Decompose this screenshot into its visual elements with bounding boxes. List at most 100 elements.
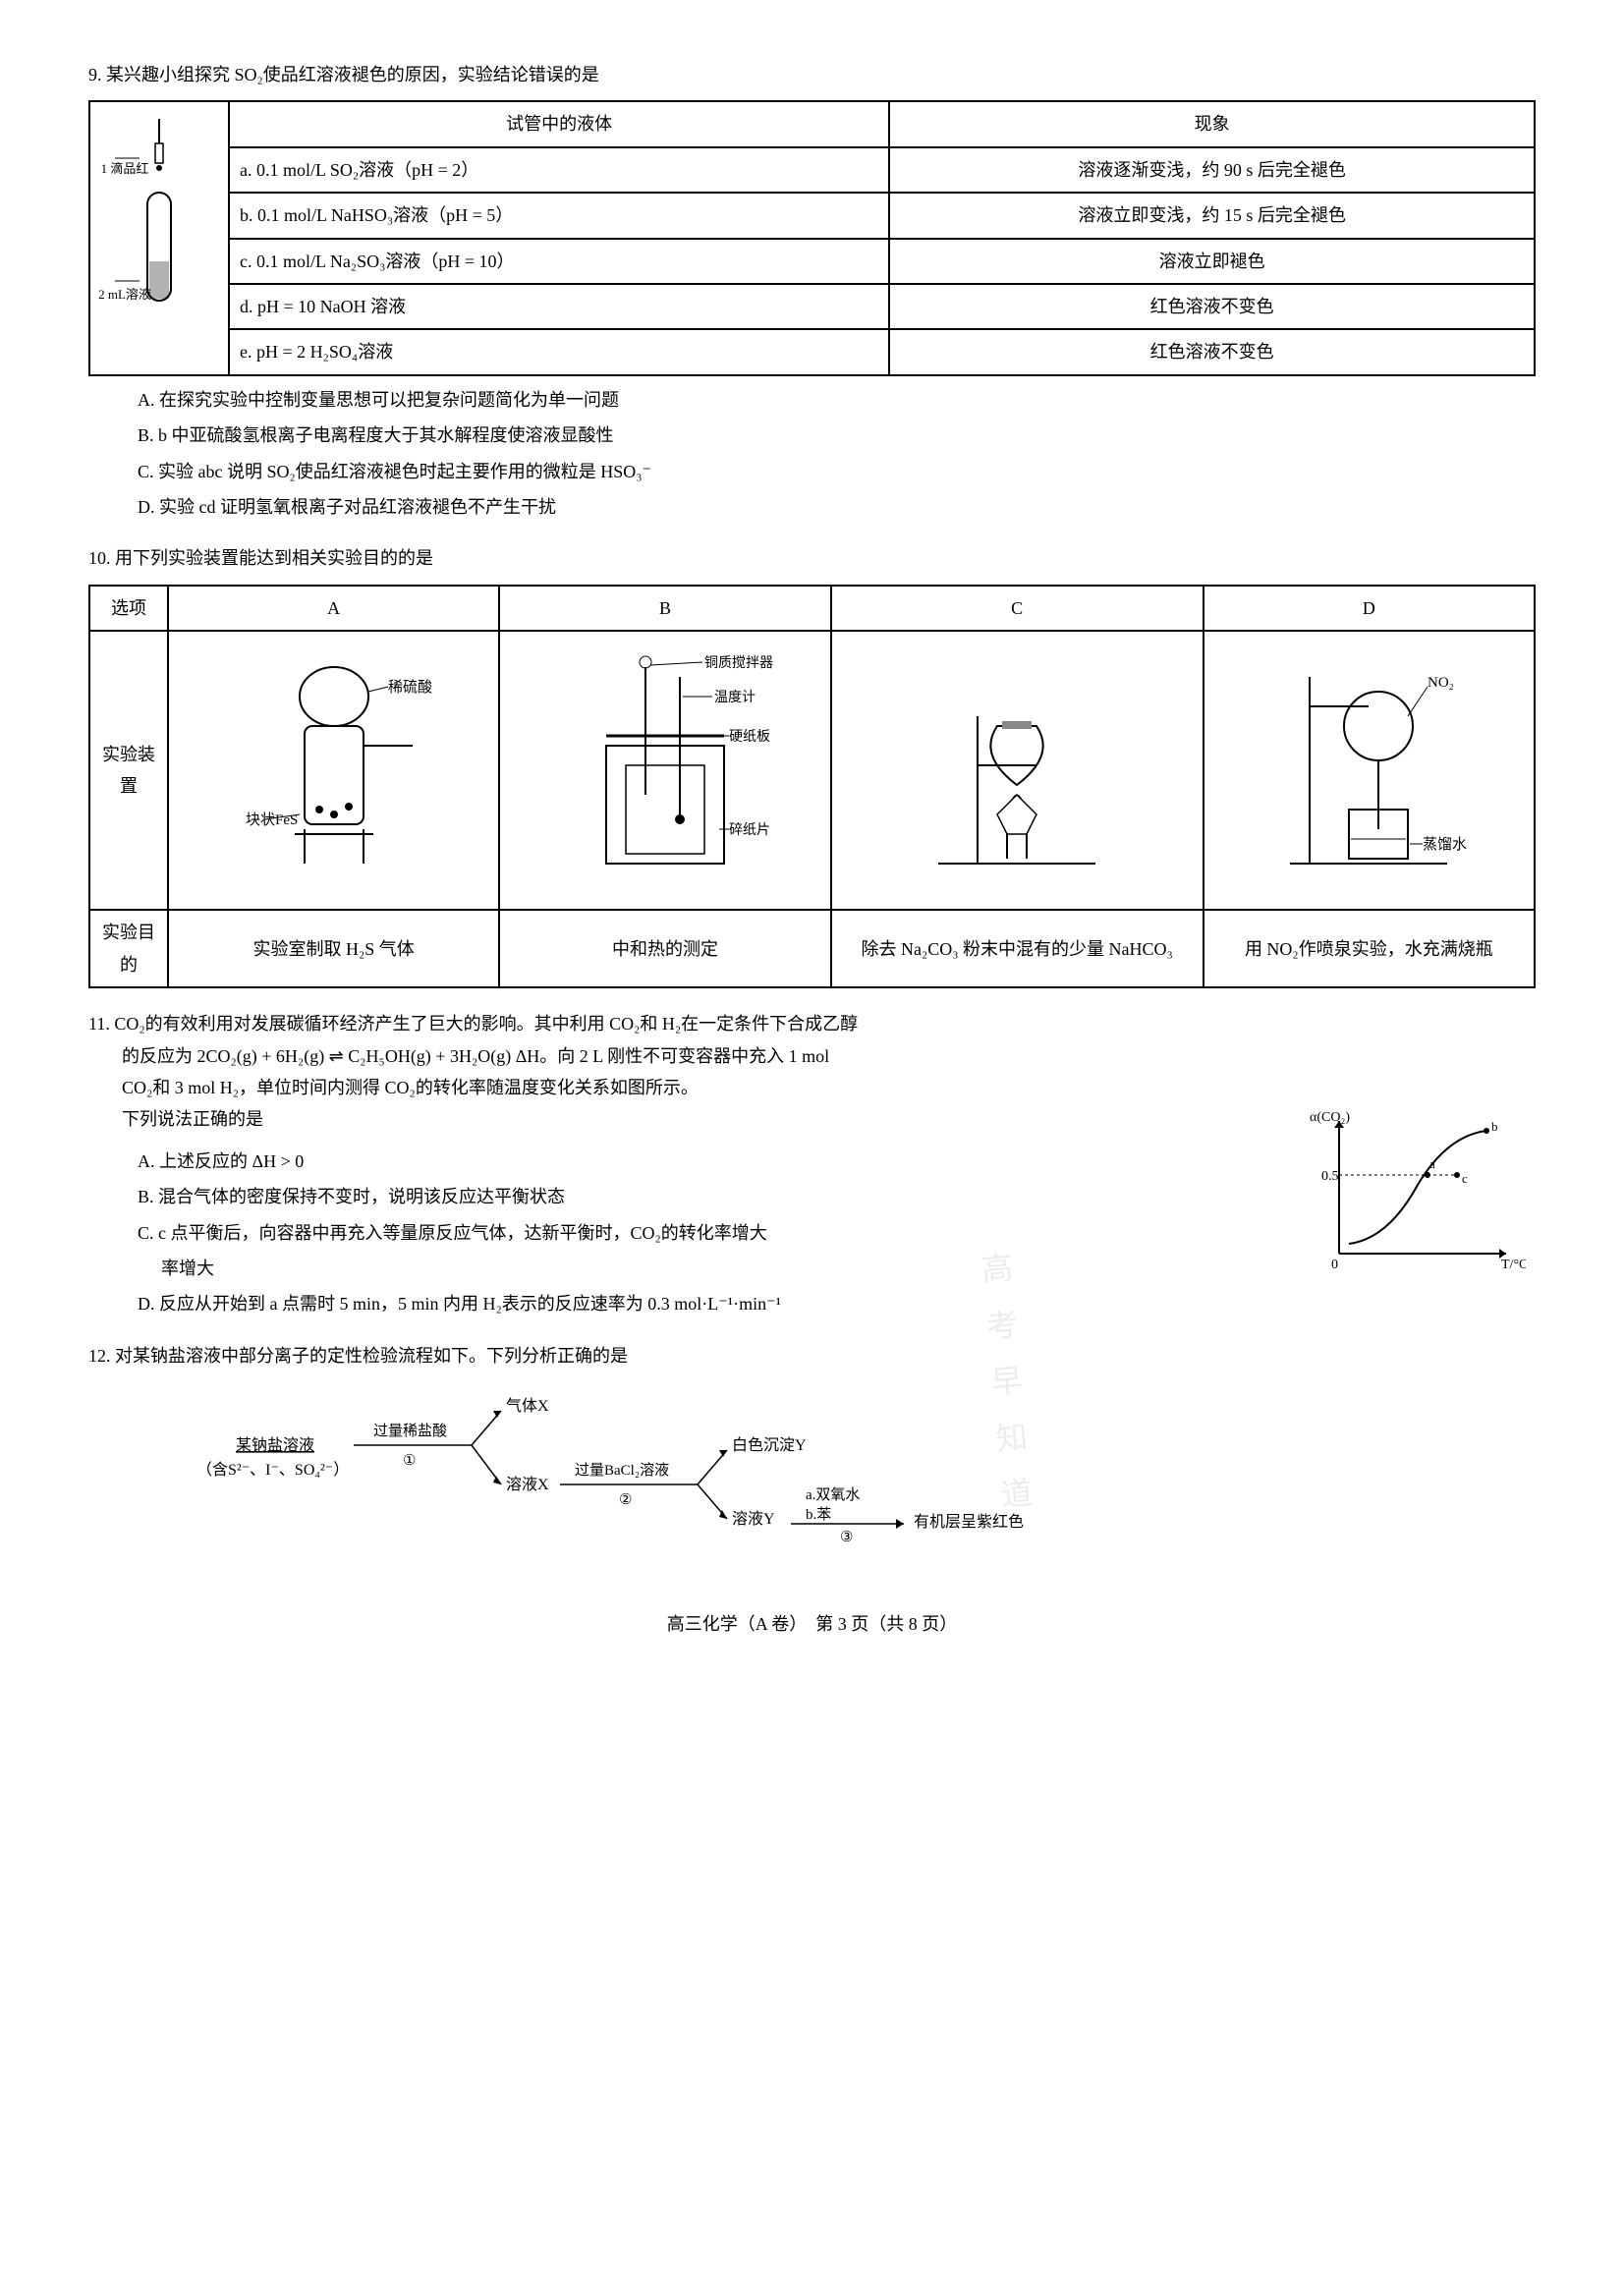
q9-number: 9. (88, 65, 102, 84)
calorimeter-diagram: 铜质搅拌器 温度计 硬纸板 碎纸片 (528, 638, 803, 893)
q10-h0: 选项 (89, 586, 168, 631)
q10-purpose-d: 用 NO₂作喷泉实验，水充满烧瓶 (1204, 910, 1535, 987)
label-thermo: 温度计 (714, 690, 756, 705)
question-12: 12. 对某钠盐溶液中部分离子的定性检验流程如下。下列分析正确的是 某钠盐溶液 … (88, 1340, 1536, 1569)
flow-ions: （含S²⁻、I⁻、SO₄²⁻） (196, 1461, 349, 1479)
q11-line3: 下列说法正确的是 (122, 1109, 263, 1129)
q9-r0-liquid: a. 0.1 mol/L SO₂溶液（pH = 2） (229, 147, 889, 193)
q9-th-liquid: 试管中的液体 (229, 101, 889, 146)
question-10: 10. 用下列实验装置能达到相关实验目的的是 选项 A B C D 实验装置 (88, 542, 1536, 988)
flow-precipy: 白色沉淀Y (732, 1436, 807, 1454)
fountain-diagram: NO₂ 蒸馏水 (1231, 638, 1506, 893)
svg-text:0.5: 0.5 (1321, 1169, 1339, 1184)
q9-opt-d: D. 实验 cd 证明氢氧根离子对品红溶液褪色不产生干扰 (138, 491, 1536, 523)
q10-table: 选项 A B C D 实验装置 稀硫酸 块状FeS (88, 585, 1536, 989)
q9-opt-a: A. 在探究实验中控制变量思想可以把复杂问题简化为单一问题 (138, 384, 1536, 416)
ylabel: α(CO₂) (1310, 1110, 1350, 1125)
q10-purpose-c: 除去 Na₂CO₃ 粉末中混有的少量 NaHCO₃ (831, 910, 1204, 987)
label-fes: 块状FeS (246, 812, 298, 828)
q10-device-label: 实验装置 (89, 631, 168, 910)
flow-step2: 过量BaCl₂溶液 (575, 1462, 669, 1479)
q9-th-obs: 现象 (889, 101, 1535, 146)
svg-text:T/°C: T/°C (1501, 1258, 1526, 1272)
table-row: c. 0.1 mol/L Na₂SO₃溶液（pH = 10）溶液立即褪色 (89, 239, 1535, 284)
q10-h4: D (1204, 586, 1535, 631)
svg-text:c: c (1462, 1171, 1468, 1186)
kipp-generator-diagram: 稀硫酸 块状FeS (196, 638, 472, 893)
flow-step3b: b.苯 (806, 1506, 831, 1523)
q9-r2-liquid: c. 0.1 mol/L Na₂SO₃溶液（pH = 10） (229, 239, 889, 284)
q12-number: 12. (88, 1346, 111, 1366)
label-board: 硬纸板 (729, 729, 770, 745)
label-paper: 碎纸片 (729, 822, 770, 838)
q10-purpose-row: 实验目的 实验室制取 H₂S 气体 中和热的测定 除去 Na₂CO₃ 粉末中混有… (89, 910, 1535, 987)
q9-stem: 9. 某兴趣小组探究 SO₂使品红溶液褪色的原因，实验结论错误的是 (88, 59, 1536, 90)
svg-text:0: 0 (1331, 1258, 1338, 1272)
q9-opt-b: B. b 中亚硫酸氢根离子电离程度大于其水解程度使溶液显酸性 (138, 420, 1536, 451)
q9-diagram-cell: 1 滴品红 2 mL溶液 (89, 101, 229, 374)
q9-r1-liquid: b. 0.1 mol/L NaHSO₃溶液（pH = 5） (229, 193, 889, 238)
q9-r2-obs: 溶液立即褪色 (889, 239, 1535, 284)
q9-r0-obs: 溶液逐渐变浅，约 90 s 后完全褪色 (889, 147, 1535, 193)
volume-label: 2 mL溶液 (66, 286, 184, 304)
svg-text:③: ③ (840, 1530, 853, 1545)
q10-header-row: 选项 A B C D (89, 586, 1535, 631)
q10-h3: C (831, 586, 1204, 631)
label-acid: 稀硫酸 (388, 679, 432, 696)
question-11: 11. CO₂的有效利用对发展碳循环经济产生了巨大的影响。其中利用 CO₂和 H… (88, 1008, 1536, 1320)
q9-opt-c: C. 实验 abc 说明 SO₂使品红溶液褪色时起主要作用的微粒是 HSO₃⁻ (138, 456, 1536, 487)
table-row: d. pH = 10 NaOH 溶液红色溶液不变色 (89, 284, 1535, 329)
heating-diagram (879, 638, 1154, 893)
q10-device-b: 铜质搅拌器 温度计 硬纸板 碎纸片 高考早知道 (499, 631, 830, 910)
flow-step3a: a.双氧水 (806, 1486, 860, 1503)
q10-device-d: NO₂ 蒸馏水 (1204, 631, 1535, 910)
label-stirrer: 铜质搅拌器 (704, 655, 773, 671)
q9-table: 1 滴品红 2 mL溶液 试管中的液体 现象 a. 0.1 mol/L SO₂溶… (88, 100, 1536, 375)
q10-stem: 10. 用下列实验装置能达到相关实验目的的是 (88, 542, 1536, 574)
q10-purpose-label: 实验目的 (89, 910, 168, 987)
q10-h2: B (499, 586, 830, 631)
q9-r3-obs: 红色溶液不变色 (889, 284, 1535, 329)
flow-soly: 溶液Y (732, 1510, 775, 1528)
q10-purpose-b: 中和热的测定 (499, 910, 830, 987)
svg-text:②: ② (619, 1492, 632, 1508)
q11-graph: α(CO₂) 0.5 0 T/°C a b c (1310, 1106, 1526, 1283)
table-row: b. 0.1 mol/L NaHSO₃溶液（pH = 5）溶液立即变浅，约 15… (89, 193, 1535, 238)
table-row: a. 0.1 mol/L SO₂溶液（pH = 2）溶液逐渐变浅，约 90 s … (89, 147, 1535, 193)
question-9: 9. 某兴趣小组探究 SO₂使品红溶液褪色的原因，实验结论错误的是 1 滴品红 … (88, 59, 1536, 523)
svg-text:b: b (1491, 1119, 1498, 1134)
q10-h1: A (168, 586, 499, 631)
label-water: 蒸馏水 (1423, 836, 1467, 853)
q10-device-a: 稀硫酸 块状FeS (168, 631, 499, 910)
q10-device-row: 实验装置 稀硫酸 块状FeS (89, 631, 1535, 910)
svg-text:①: ① (403, 1453, 416, 1469)
q11-line1: 的反应为 2CO₂(g) + 6H₂(g) ⇌ C₂H₅OH(g) + 3H₂O… (122, 1046, 829, 1066)
q9-r3-liquid: d. pH = 10 NaOH 溶液 (229, 284, 889, 329)
q11-line2: CO₂和 3 mol H₂，单位时间内测得 CO₂的转化率随温度变化关系如图所示… (122, 1078, 699, 1097)
q12-text: 对某钠盐溶液中部分离子的定性检验流程如下。下列分析正确的是 (115, 1346, 628, 1366)
q10-device-c (831, 631, 1204, 910)
flow-start: 某钠盐溶液 (236, 1436, 314, 1454)
q9-r1-obs: 溶液立即变浅，约 15 s 后完全褪色 (889, 193, 1535, 238)
flow-gasx: 气体X (506, 1397, 549, 1415)
flow-solx: 溶液X (506, 1476, 549, 1493)
q9-r4-obs: 红色溶液不变色 (889, 329, 1535, 374)
q9-text: 某兴趣小组探究 SO₂使品红溶液褪色的原因，实验结论错误的是 (106, 65, 599, 84)
page-footer: 高三化学（A 卷） 第 3 页（共 8 页） (88, 1608, 1536, 1640)
q12-stem: 12. 对某钠盐溶液中部分离子的定性检验流程如下。下列分析正确的是 (88, 1340, 1536, 1371)
label-no2: NO₂ (1428, 675, 1454, 691)
q9-header-row: 1 滴品红 2 mL溶液 试管中的液体 现象 (89, 101, 1535, 146)
q11-number: 11. (88, 1014, 110, 1034)
q10-purpose-a: 实验室制取 H₂S 气体 (168, 910, 499, 987)
q11-opt-d: D. 反应从开始到 a 点需时 5 min，5 min 内用 H₂表示的反应速率… (138, 1288, 1536, 1319)
q9-r4-liquid: e. pH = 2 H₂SO₄溶液 (229, 329, 889, 374)
flow-step1: 过量稀盐酸 (373, 1423, 447, 1439)
q11-line0: CO₂的有效利用对发展碳循环经济产生了巨大的影响。其中利用 CO₂和 H₂在一定… (114, 1014, 858, 1034)
flow-result: 有机层呈紫红色 (914, 1513, 1024, 1531)
svg-text:a: a (1429, 1156, 1435, 1171)
table-row: e. pH = 2 H₂SO₄溶液红色溶液不变色 (89, 329, 1535, 374)
q10-text: 用下列实验装置能达到相关实验目的的是 (115, 548, 433, 568)
q10-number: 10. (88, 548, 111, 568)
q12-flowchart: 某钠盐溶液 （含S²⁻、I⁻、SO₄²⁻） 过量稀盐酸 ① 气体X 溶液X 过量… (187, 1381, 1366, 1558)
drop-label: 1 滴品红 (66, 160, 184, 178)
